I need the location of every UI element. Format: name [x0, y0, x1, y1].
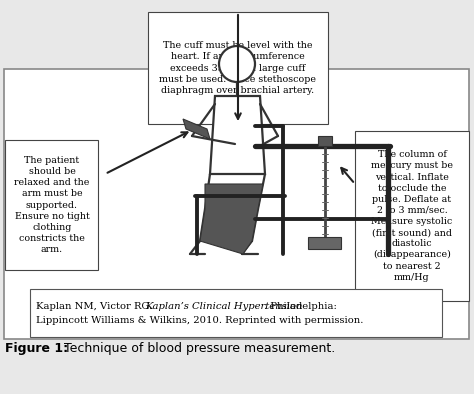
Text: The column of
mercury must be
vertical. Inflate
to occlude the
pulse. Deflate at: The column of mercury must be vertical. … — [371, 151, 453, 282]
Bar — [355, 131, 469, 301]
Text: Figure 1:: Figure 1: — [5, 342, 68, 355]
Text: Technique of blood pressure measurement.: Technique of blood pressure measurement. — [60, 342, 335, 355]
Polygon shape — [200, 184, 263, 254]
Bar — [4, 69, 469, 339]
Bar — [148, 12, 328, 124]
Polygon shape — [210, 96, 265, 174]
Text: Lippincott Williams & Wilkins, 2010. Reprinted with permission.: Lippincott Williams & Wilkins, 2010. Rep… — [36, 316, 364, 325]
Polygon shape — [183, 119, 210, 139]
Text: The cuff must be level with the
heart. If arm circumference
exceeds 33 cm., a la: The cuff must be level with the heart. I… — [159, 41, 317, 95]
Bar — [318, 136, 332, 146]
Text: Kaplan NM, Victor RG.: Kaplan NM, Victor RG. — [36, 302, 155, 311]
Bar — [30, 289, 442, 337]
Bar — [308, 237, 341, 249]
Text: . Philadelphia:: . Philadelphia: — [264, 302, 337, 311]
Bar — [5, 140, 98, 270]
Text: Kaplan’s Clinical Hypertension: Kaplan’s Clinical Hypertension — [145, 302, 302, 311]
Circle shape — [219, 46, 255, 82]
Text: The patient
should be
relaxed and the
arm must be
supported.
Ensure no tight
clo: The patient should be relaxed and the ar… — [14, 156, 90, 254]
